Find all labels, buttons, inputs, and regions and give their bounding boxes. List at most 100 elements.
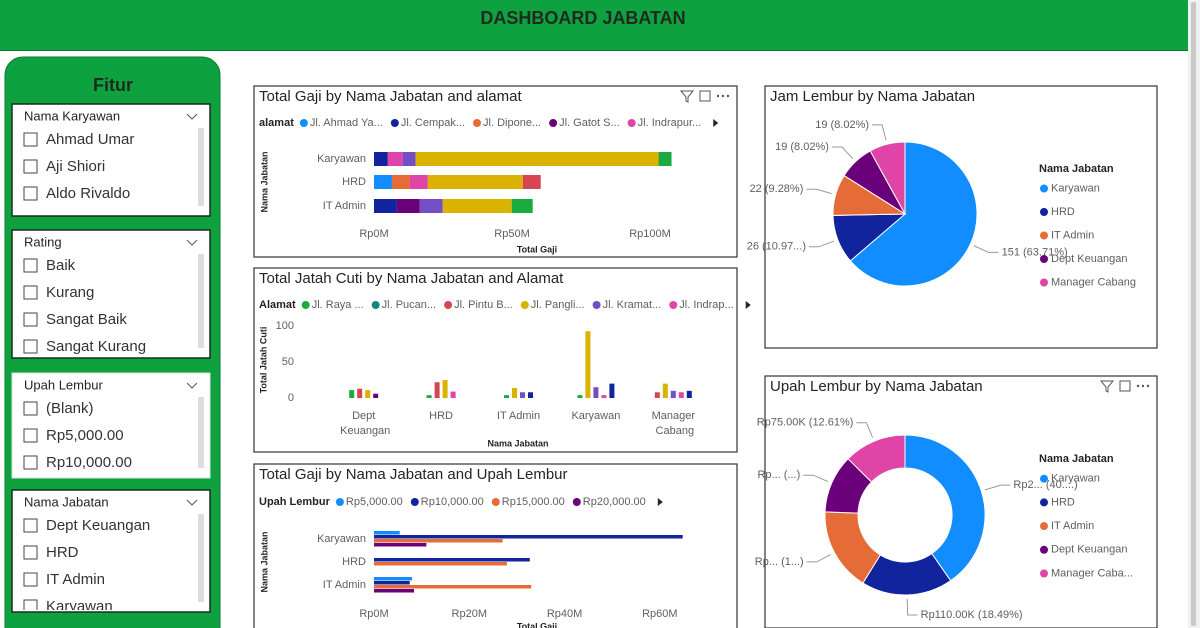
column[interactable] <box>365 390 371 398</box>
slicer-chevron[interactable] <box>186 499 198 506</box>
bar-segment[interactable] <box>387 152 403 166</box>
bar-segment[interactable] <box>402 152 416 166</box>
checkbox[interactable] <box>23 545 38 560</box>
slicer-item[interactable]: Aldo Rivaldo <box>46 185 130 202</box>
bar[interactable] <box>374 562 507 566</box>
bar-segment[interactable] <box>396 199 420 213</box>
column[interactable] <box>426 395 432 398</box>
slicer-item[interactable]: (Blank) <box>46 400 94 417</box>
bar[interactable] <box>374 581 410 585</box>
donut-slice[interactable] <box>847 434 906 483</box>
slicer-chevron[interactable] <box>186 113 198 120</box>
column[interactable] <box>434 382 440 398</box>
bar-segment[interactable] <box>374 152 388 166</box>
bar-segment[interactable] <box>511 199 533 213</box>
checkbox[interactable] <box>23 572 38 587</box>
legend-item[interactable]: Manager Cabang <box>1051 276 1136 288</box>
bar[interactable] <box>374 535 683 539</box>
more-dot[interactable] <box>1136 384 1140 388</box>
legend-item[interactable]: Karyawan <box>1051 182 1100 194</box>
checkbox[interactable] <box>23 186 38 201</box>
more-dot[interactable] <box>726 94 730 98</box>
pie-slice[interactable] <box>869 141 906 215</box>
column[interactable] <box>520 392 525 398</box>
column[interactable] <box>450 391 456 398</box>
legend-item[interactable]: IT Admin <box>1051 520 1094 532</box>
bar[interactable] <box>374 531 400 535</box>
slicer-item[interactable]: Rp10,000.00 <box>46 454 132 471</box>
more-dot[interactable] <box>716 94 720 98</box>
bar[interactable] <box>374 589 415 593</box>
legend-item[interactable]: Karyawan <box>1051 473 1100 485</box>
bar-segment[interactable] <box>391 175 410 189</box>
bar[interactable] <box>374 577 413 581</box>
bar[interactable] <box>374 539 503 543</box>
column[interactable] <box>654 392 660 398</box>
slicer-item[interactable]: Baik <box>46 257 76 274</box>
checkbox[interactable] <box>23 599 38 613</box>
column[interactable] <box>442 380 448 398</box>
column[interactable] <box>357 388 363 398</box>
legend-item[interactable]: Rp10,000.00 <box>421 496 484 508</box>
slicer-item[interactable]: Dept Keuangan <box>46 517 150 534</box>
bar[interactable] <box>374 558 530 562</box>
bar-segment[interactable] <box>415 152 659 166</box>
bar[interactable] <box>374 543 427 547</box>
more-dot[interactable] <box>721 94 725 98</box>
focus-icon[interactable] <box>1119 380 1131 392</box>
legend-item[interactable]: Dept Keuangan <box>1051 253 1127 265</box>
slicer-chevron[interactable] <box>186 382 198 389</box>
pie-slice[interactable] <box>849 141 978 287</box>
slicer-chevron[interactable] <box>186 239 198 246</box>
legend-item[interactable]: Rp15,000.00 <box>502 496 565 508</box>
bar-segment[interactable] <box>427 175 523 189</box>
slicer-scrollbar[interactable] <box>198 128 204 206</box>
checkbox[interactable] <box>23 159 38 174</box>
legend-item[interactable]: Jl. Indrapur... <box>638 117 702 129</box>
column[interactable] <box>678 392 684 398</box>
legend-item[interactable]: Jl. Pucan... <box>382 299 436 311</box>
bar-segment[interactable] <box>374 175 392 189</box>
legend-item[interactable]: Manager Caba... <box>1051 567 1133 579</box>
bar-segment[interactable] <box>522 175 541 189</box>
slicer-item[interactable]: Karyawan <box>46 598 113 615</box>
checkbox[interactable] <box>23 339 38 354</box>
legend-item[interactable]: Jl. Pangli... <box>531 299 585 311</box>
column[interactable] <box>577 395 583 398</box>
slicer-scrollbar[interactable] <box>198 397 204 468</box>
column[interactable] <box>670 390 676 398</box>
slicer-item[interactable]: IT Admin <box>46 571 105 588</box>
slicer-item[interactable]: Sangat Baik <box>46 311 127 328</box>
column[interactable] <box>686 390 692 398</box>
more-dot[interactable] <box>1141 384 1145 388</box>
slicer-item[interactable]: Kurang <box>46 284 94 301</box>
legend-item[interactable]: Jl. Gatot S... <box>559 117 620 129</box>
column[interactable] <box>601 395 607 398</box>
legend-item[interactable]: Rp20,000.00 <box>583 496 646 508</box>
slicer-item[interactable]: Ahmad Umar <box>46 131 134 148</box>
slicer-item[interactable]: HRD <box>46 544 79 561</box>
bar-segment[interactable] <box>442 199 512 213</box>
legend-next[interactable] <box>713 119 719 127</box>
column[interactable] <box>585 331 591 398</box>
column[interactable] <box>373 393 379 398</box>
column[interactable] <box>609 383 615 398</box>
filter-icon[interactable] <box>679 90 695 103</box>
bar-segment[interactable] <box>409 175 428 189</box>
legend-item[interactable]: Jl. Kramat... <box>603 299 662 311</box>
bar-segment[interactable] <box>658 152 672 166</box>
legend-item[interactable]: Dept Keuangan <box>1051 544 1127 556</box>
page-scroll-thumb[interactable] <box>1191 2 1196 626</box>
checkbox[interactable] <box>23 455 38 470</box>
filter-icon[interactable] <box>1099 380 1115 393</box>
focus-icon[interactable] <box>699 90 711 102</box>
checkbox[interactable] <box>23 312 38 327</box>
bar[interactable] <box>374 585 532 589</box>
bar-segment[interactable] <box>419 199 443 213</box>
legend-next[interactable] <box>745 301 751 309</box>
slicer-item[interactable]: Aji Shiori <box>46 158 105 175</box>
column[interactable] <box>528 392 533 398</box>
legend-item[interactable]: IT Admin <box>1051 229 1094 241</box>
legend-item[interactable]: HRD <box>1051 206 1075 218</box>
slicer-item[interactable]: Sangat Kurang <box>46 338 146 355</box>
